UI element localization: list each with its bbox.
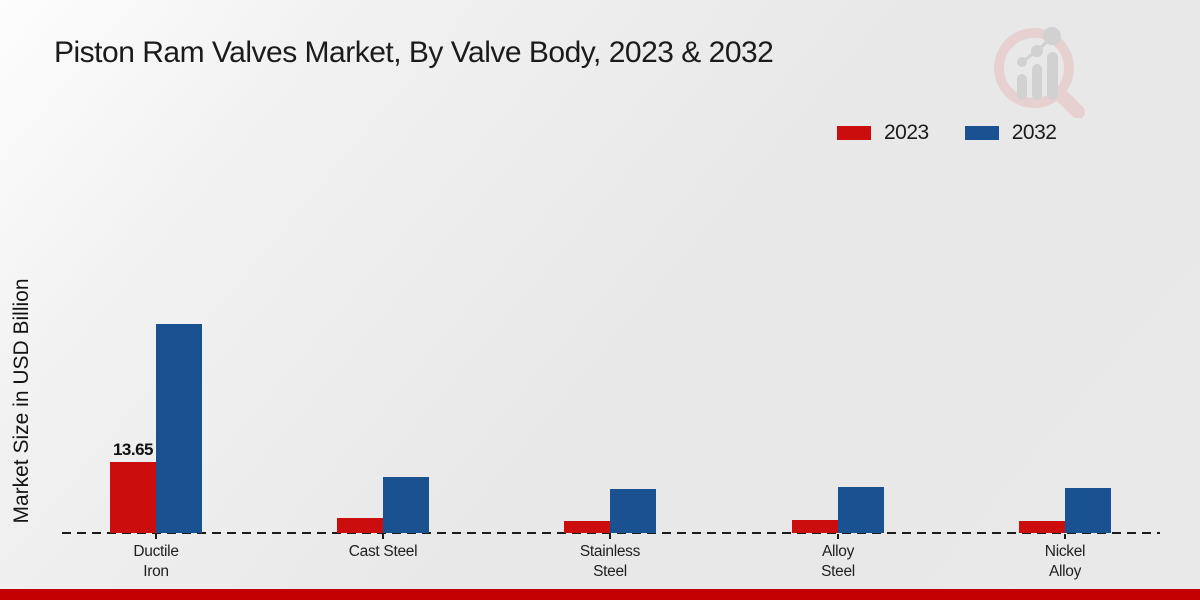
bar-2023-alloy-steel (792, 520, 838, 533)
logo-bars-icon (1017, 52, 1058, 100)
chart-title: Piston Ram Valves Market, By Valve Body,… (54, 36, 774, 69)
x-axis-tick-alloy-steel (837, 534, 839, 539)
bar-2032-cast-steel (383, 477, 429, 533)
x-axis-category-label-stainless-steel: Stainless Steel (579, 543, 641, 580)
x-axis-baseline (62, 532, 1160, 534)
bar-2023-nickel-alloy (1019, 521, 1065, 533)
bar-value-label-ductile-iron: 13.65 (112, 440, 154, 459)
bar-2023-ductile-iron (110, 462, 156, 533)
legend: 2023 2032 (837, 121, 1057, 145)
logo-trend-dots-icon (1017, 27, 1061, 67)
x-axis-category-label-nickel-alloy: Nickel Alloy (1044, 543, 1086, 580)
bar-2032-stainless-steel (610, 489, 656, 533)
x-axis-tick-cast-steel (382, 534, 384, 539)
bar-2032-ductile-iron (156, 324, 202, 533)
legend-label-2023: 2023 (884, 121, 929, 144)
magnifier-handle-icon (1054, 88, 1085, 118)
x-axis-category-label-ductile-iron: Ductile Iron (133, 543, 179, 580)
x-axis-tick-nickel-alloy (1064, 534, 1066, 539)
x-axis-tick-stainless-steel (609, 534, 611, 539)
legend-swatch-2032 (964, 126, 999, 140)
legend-item-2032: 2032 (964, 121, 1057, 145)
x-axis-category-label-cast-steel: Cast Steel (348, 543, 418, 560)
bar-2023-cast-steel (337, 518, 383, 533)
magnifier-lens-icon (994, 28, 1074, 108)
x-axis-tick-ductile-iron (155, 534, 157, 539)
legend-item-2023: 2023 (837, 121, 929, 145)
x-axis-category-label-alloy-steel: Alloy Steel (821, 543, 855, 580)
footer-accent-bar (0, 589, 1200, 600)
bar-2032-nickel-alloy (1065, 488, 1111, 533)
legend-label-2032: 2032 (1011, 121, 1057, 144)
bar-2023-stainless-steel (564, 521, 610, 533)
market-research-future-logo-icon (994, 27, 1085, 118)
legend-swatch-2023 (837, 126, 871, 140)
bar-2032-alloy-steel (838, 487, 884, 533)
